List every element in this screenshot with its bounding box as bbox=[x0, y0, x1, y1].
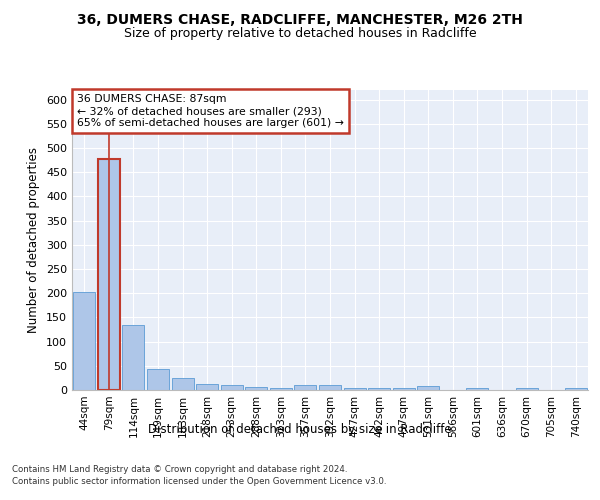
Text: Contains public sector information licensed under the Open Government Licence v3: Contains public sector information licen… bbox=[12, 478, 386, 486]
Text: Contains HM Land Registry data © Crown copyright and database right 2024.: Contains HM Land Registry data © Crown c… bbox=[12, 465, 347, 474]
Bar bbox=[417, 386, 439, 390]
Text: 36 DUMERS CHASE: 87sqm
← 32% of detached houses are smaller (293)
65% of semi-de: 36 DUMERS CHASE: 87sqm ← 32% of detached… bbox=[77, 94, 344, 128]
Bar bbox=[368, 388, 390, 390]
Bar bbox=[73, 292, 95, 390]
Bar bbox=[196, 384, 218, 390]
Bar bbox=[392, 388, 415, 390]
Bar bbox=[466, 388, 488, 390]
Text: Size of property relative to detached houses in Radcliffe: Size of property relative to detached ho… bbox=[124, 28, 476, 40]
Bar bbox=[172, 378, 194, 390]
Bar bbox=[565, 388, 587, 390]
Bar bbox=[270, 388, 292, 390]
Text: Distribution of detached houses by size in Radcliffe: Distribution of detached houses by size … bbox=[148, 422, 452, 436]
Bar bbox=[98, 158, 120, 390]
Bar bbox=[122, 324, 145, 390]
Bar bbox=[319, 385, 341, 390]
Bar bbox=[515, 388, 538, 390]
Bar bbox=[295, 385, 316, 390]
Bar bbox=[221, 384, 243, 390]
Y-axis label: Number of detached properties: Number of detached properties bbox=[28, 147, 40, 333]
Bar bbox=[147, 369, 169, 390]
Bar bbox=[344, 388, 365, 390]
Bar bbox=[245, 387, 268, 390]
Text: 36, DUMERS CHASE, RADCLIFFE, MANCHESTER, M26 2TH: 36, DUMERS CHASE, RADCLIFFE, MANCHESTER,… bbox=[77, 12, 523, 26]
